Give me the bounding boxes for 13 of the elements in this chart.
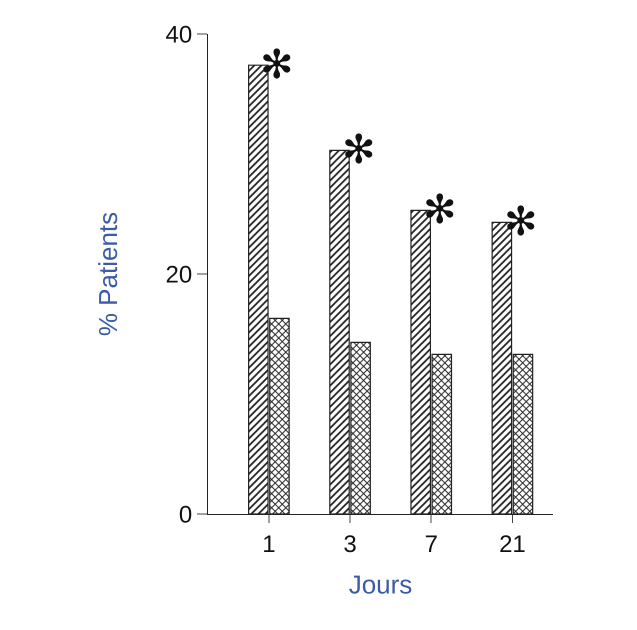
y-tick-label: 40 bbox=[165, 21, 192, 48]
annotation: ✻ bbox=[504, 200, 538, 244]
x-tick-label: 1 bbox=[262, 530, 276, 558]
y-tick-label: 20 bbox=[165, 261, 192, 288]
x-tick-label: 21 bbox=[499, 530, 526, 558]
y-axis-title: % Patients bbox=[92, 212, 123, 336]
x-axis-title: Jours bbox=[348, 570, 412, 600]
x-tick-label: 3 bbox=[343, 530, 357, 558]
x-tick-label: 7 bbox=[424, 530, 438, 558]
annotation: ✻ bbox=[342, 128, 376, 172]
annotation: ✻ bbox=[260, 43, 294, 87]
annotation: ✻ bbox=[423, 188, 457, 232]
y-tick-label: 0 bbox=[178, 501, 192, 528]
